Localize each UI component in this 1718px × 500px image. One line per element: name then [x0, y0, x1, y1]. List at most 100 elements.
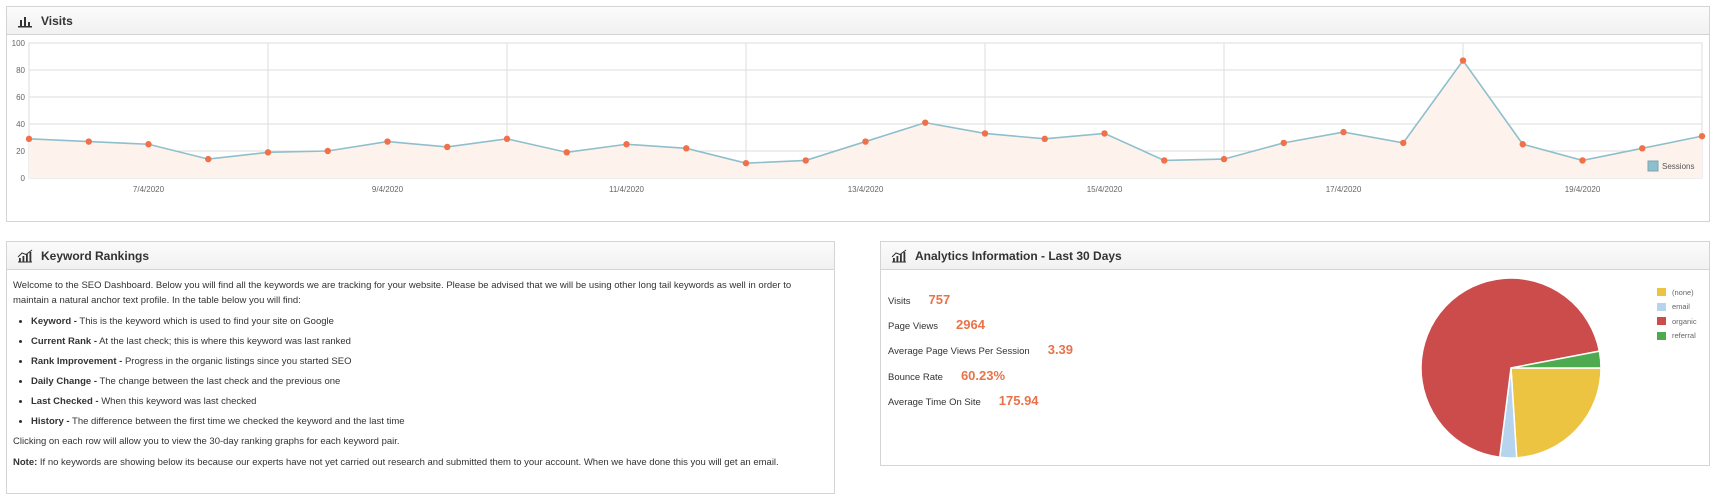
- x-tick-label: 9/4/2020: [372, 185, 404, 194]
- list-item: Rank Improvement - Progress in the organ…: [31, 354, 828, 369]
- data-point[interactable]: [862, 138, 869, 145]
- x-tick-label: 19/4/2020: [1565, 185, 1601, 194]
- x-tick-label: 11/4/2020: [609, 185, 645, 194]
- pie-slice-none[interactable]: [1510, 367, 1602, 459]
- stat-bounce-rate: Bounce Rate 60.23%: [888, 368, 1005, 383]
- stat-value: 2964: [956, 317, 985, 332]
- term: Keyword -: [31, 316, 77, 327]
- data-point[interactable]: [1280, 139, 1287, 147]
- stat-label: Bounce Rate: [888, 372, 943, 383]
- data-point[interactable]: [1459, 57, 1467, 64]
- stat-value: 175.94: [998, 393, 1039, 408]
- analytics-panel: Analytics Information - Last 30 Days Vis…: [880, 241, 1710, 466]
- stat-avg-time: Average Time On Site 175.94: [888, 393, 1039, 408]
- data-point[interactable]: [742, 159, 750, 167]
- data-point[interactable]: [683, 145, 690, 152]
- stat-label: Average Page Views Per Session: [888, 346, 1030, 357]
- data-point[interactable]: [145, 141, 152, 148]
- data-point[interactable]: [384, 138, 391, 145]
- analytics-title: Analytics Information - Last 30 Days: [915, 248, 1122, 263]
- data-point[interactable]: [1340, 128, 1347, 136]
- y-tick-label: 80: [16, 66, 25, 75]
- pie-slice-referral[interactable]: [1510, 350, 1602, 369]
- list-item: History - The difference between the fir…: [31, 414, 828, 429]
- stat-label: Visits: [888, 296, 911, 307]
- data-point[interactable]: [503, 135, 511, 143]
- x-tick-label: 17/4/2020: [1326, 185, 1362, 194]
- y-tick-label: 60: [16, 93, 25, 102]
- trend-chart-icon: [891, 249, 907, 262]
- traffic-source-pie-chart: [1420, 277, 1602, 459]
- data-point[interactable]: [1161, 157, 1168, 164]
- data-point[interactable]: [25, 135, 33, 143]
- data-point[interactable]: [563, 149, 570, 156]
- data-point[interactable]: [922, 119, 929, 126]
- keyword-note: Note: If no keywords are showing below i…: [13, 455, 828, 470]
- data-point[interactable]: [981, 130, 989, 137]
- data-point[interactable]: [802, 157, 809, 164]
- legend-label: organic: [1672, 316, 1697, 326]
- legend-swatch: [1647, 160, 1659, 172]
- legend-label: (none): [1672, 287, 1694, 297]
- legend-item[interactable]: email: [1657, 300, 1697, 315]
- data-point[interactable]: [324, 147, 331, 155]
- note-text: If no keywords are showing below its bec…: [37, 457, 779, 468]
- keyword-rankings-body: Welcome to the SEO Dashboard. Below you …: [7, 270, 834, 470]
- legend-label: email: [1672, 302, 1690, 312]
- y-tick-label: 40: [16, 120, 25, 129]
- visits-header: Visits: [7, 7, 1709, 35]
- data-point[interactable]: [1220, 155, 1228, 163]
- data-point[interactable]: [85, 138, 92, 145]
- keyword-rankings-panel: Keyword Rankings Welcome to the SEO Dash…: [6, 241, 835, 494]
- term: Rank Improvement -: [31, 356, 123, 367]
- pie-slice-organic[interactable]: [1420, 277, 1601, 459]
- y-tick-label: 100: [12, 39, 26, 48]
- legend-swatch: [1657, 331, 1666, 340]
- legend-item[interactable]: organic: [1657, 314, 1697, 329]
- term-desc: The difference between the first time we…: [69, 416, 405, 427]
- visits-panel: Visits 0 20 40 60 80 100 7/4/2020 9/4/2020 11/4/…: [6, 6, 1710, 222]
- stat-label: Page Views: [888, 321, 938, 332]
- analytics-header: Analytics Information - Last 30 Days: [881, 242, 1709, 270]
- trend-chart-icon: [17, 249, 33, 262]
- data-point[interactable]: [1041, 135, 1048, 143]
- data-point[interactable]: [1698, 132, 1706, 140]
- stat-value: 60.23%: [960, 368, 1006, 383]
- data-point[interactable]: [205, 155, 212, 163]
- stat-label: Average Time On Site: [888, 397, 981, 408]
- y-tick-label: 0: [21, 174, 26, 183]
- legend-label: referral: [1672, 331, 1696, 341]
- legend-item[interactable]: referral: [1657, 329, 1697, 344]
- keyword-click-note: Clicking on each row will allow you to v…: [13, 436, 400, 447]
- term-desc: The change between the last check and th…: [97, 376, 341, 387]
- term: Daily Change -: [31, 376, 97, 387]
- keyword-rankings-header: Keyword Rankings: [7, 242, 834, 270]
- data-point[interactable]: [444, 143, 451, 151]
- y-tick-label: 20: [16, 147, 25, 156]
- bar-chart-icon: [18, 16, 32, 27]
- term-desc: This is the keyword which is used to fin…: [76, 316, 334, 327]
- keyword-rankings-title: Keyword Rankings: [41, 248, 150, 263]
- note-label: Note:: [13, 457, 38, 468]
- data-point[interactable]: [1519, 141, 1526, 148]
- stat-avg-page-views: Average Page Views Per Session 3.39: [888, 342, 1073, 357]
- data-point[interactable]: [1101, 130, 1108, 137]
- term-desc: When this keyword was last checked: [98, 396, 257, 407]
- visits-area-chart: 0 20 40 60 80 100 7/4/2020 9/4/2020 11/4/2020 13/…: [12, 39, 1706, 194]
- stat-value: 757: [928, 292, 951, 307]
- data-point[interactable]: [623, 141, 630, 148]
- term-desc: Progress in the organic listings since y…: [122, 356, 352, 367]
- data-point[interactable]: [1579, 157, 1586, 164]
- term: Last Checked -: [31, 396, 99, 407]
- legend-swatch: [1657, 317, 1666, 326]
- x-tick-label: 15/4/2020: [1087, 185, 1123, 194]
- x-tick-label: 13/4/2020: [848, 185, 884, 194]
- list-item: Current Rank - At the last check; this i…: [31, 334, 828, 349]
- data-point[interactable]: [1639, 145, 1646, 152]
- legend-item[interactable]: (none): [1657, 285, 1697, 300]
- data-point[interactable]: [1400, 139, 1407, 147]
- list-item: Daily Change - The change between the la…: [31, 374, 828, 389]
- data-point[interactable]: [264, 149, 272, 156]
- x-tick-label: 7/4/2020: [133, 185, 165, 194]
- list-item: Last Checked - When this keyword was las…: [31, 394, 828, 409]
